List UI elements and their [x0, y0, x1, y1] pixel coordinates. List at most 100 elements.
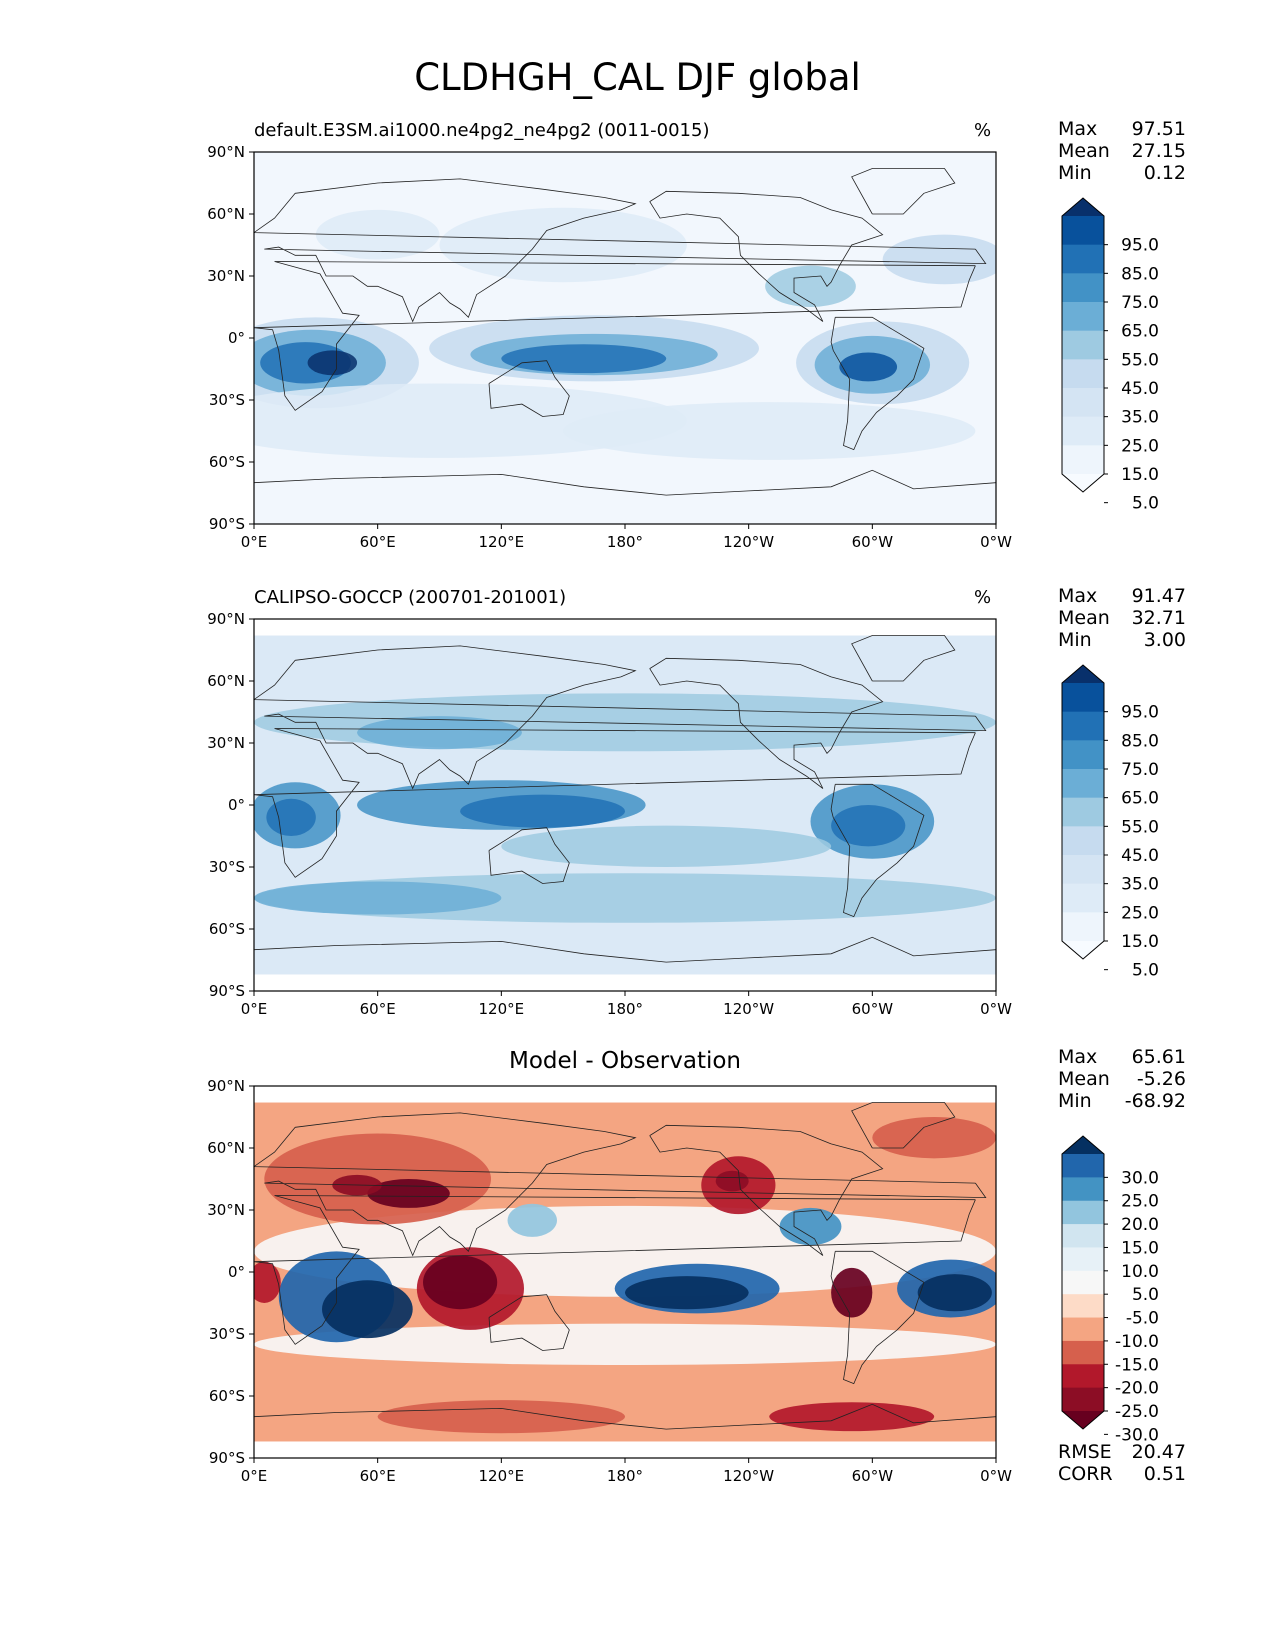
stat-name: Mean: [1058, 1068, 1110, 1090]
y-tick-label: 90°N: [207, 1077, 245, 1095]
coastline: [488, 360, 570, 417]
colorbar-label: 25.0: [1121, 903, 1159, 923]
y-tick-label: 90°S: [209, 1449, 245, 1467]
coastline: [488, 827, 570, 884]
y-tick-label: 30°N: [207, 734, 245, 752]
colorbar-label: -10.0: [1115, 1332, 1159, 1352]
x-tick-label: 180°: [607, 1000, 643, 1018]
x-tick-label: 0°E: [241, 1000, 268, 1018]
coastlines: [254, 1102, 996, 1430]
difference-field-region: [423, 1255, 498, 1310]
difference-field-region: [377, 1400, 625, 1434]
colorbar-label: -30.0: [1115, 1425, 1159, 1445]
colorbar-segment: [1062, 1224, 1104, 1248]
stat-name: CORR: [1058, 1463, 1113, 1485]
y-tick-label: 60°N: [207, 672, 245, 690]
y-tick-label: 90°S: [209, 982, 245, 1000]
y-tick-label: 30°N: [207, 267, 245, 285]
cloud-field-region: [307, 350, 358, 376]
cloud-field-region: [501, 344, 667, 374]
colorbar-label: 5.0: [1132, 961, 1159, 981]
x-tick-label: 120°E: [479, 1000, 525, 1018]
x-tick-label: 180°: [607, 1467, 643, 1485]
colorbar-label: 95.0: [1121, 236, 1159, 256]
x-tick-label: 180°: [607, 533, 643, 551]
stat-name: Max: [1058, 585, 1098, 607]
stat-row: Max 65.61: [1058, 1046, 1186, 1068]
cloud-field-region: [882, 234, 996, 285]
x-tick-label: 120°E: [479, 533, 525, 551]
y-tick-label: 60°N: [207, 1139, 245, 1157]
coastline: [851, 168, 956, 215]
colorbar-label: 95.0: [1121, 703, 1159, 723]
cloud-field-region: [439, 207, 687, 283]
difference-field-region: [322, 1280, 413, 1339]
colorbar-segment: [1062, 1317, 1104, 1342]
colorbar: 95.0 85.0 75.0 65.0 55.0 45.0 35.0 25.0 15.0 5.0: [1061, 197, 1159, 514]
x-tick-label: 0°E: [241, 533, 268, 551]
coastline: [254, 178, 987, 323]
x-tick-label: 60°W: [852, 1000, 894, 1018]
stat-row: Min 0.12: [1058, 162, 1186, 184]
x-tick-label: 60°E: [360, 533, 396, 551]
stat-name: Min: [1058, 629, 1092, 651]
colorbar-extend-top: [1062, 198, 1104, 216]
stat-value: 97.51: [1131, 118, 1186, 140]
colorbar-label: -5.0: [1126, 1309, 1159, 1329]
colorbar-segment: [1062, 855, 1104, 885]
difference-field-region: [831, 1267, 873, 1318]
stat-value: 91.47: [1131, 585, 1186, 607]
colorbar-label: 55.0: [1121, 817, 1159, 837]
stat-row: Mean -5.26: [1058, 1068, 1186, 1090]
y-tick-label: 90°S: [209, 515, 245, 533]
stat-row: Mean 32.71: [1058, 607, 1186, 629]
colorbar-segment: [1062, 797, 1104, 827]
stat-value: 32.71: [1131, 607, 1186, 629]
colorbar-extend-top: [1062, 665, 1104, 683]
colorbar-segment: [1062, 711, 1104, 741]
colorbar-segment: [1062, 359, 1104, 389]
stat-row: CORR 0.51: [1058, 1463, 1186, 1485]
x-tick-label: 120°W: [723, 533, 774, 551]
colorbar-segment: [1062, 1387, 1104, 1412]
difference-field-region: [264, 1133, 492, 1225]
y-tick-label: 30°S: [209, 858, 245, 876]
stats-block: Max 97.51 Mean 27.15 Min 0.12: [1058, 118, 1186, 184]
colorbar-label: 55.0: [1121, 350, 1159, 370]
data-field: [254, 1086, 996, 1458]
colorbar-label: 45.0: [1121, 846, 1159, 866]
stat-name: RMSE: [1058, 1441, 1112, 1463]
coastline: [488, 1294, 570, 1351]
colorbar-label: 35.0: [1121, 875, 1159, 895]
stat-name: Mean: [1058, 140, 1110, 162]
colorbar-segment: [1062, 912, 1104, 942]
colorbar-segment: [1062, 1294, 1104, 1319]
colorbar-segment: [1062, 1154, 1104, 1178]
colorbar-label: 75.0: [1121, 760, 1159, 780]
coastline: [830, 1250, 925, 1385]
stat-name: Min: [1058, 1090, 1092, 1112]
map-plot: 0°E 60°E 120°E 180° 120°W 60°W 0°W 90°N 60°N 30°N…: [207, 610, 1159, 1018]
colorbar-label: 45.0: [1121, 379, 1159, 399]
stat-row: RMSE 20.47: [1058, 1441, 1186, 1463]
difference-field-region: [507, 1203, 557, 1237]
stat-value: -5.26: [1136, 1068, 1186, 1090]
coastline: [254, 261, 976, 411]
colorbar-segment: [1062, 244, 1104, 274]
stat-value: 27.15: [1131, 140, 1186, 162]
y-tick-label: 60°N: [207, 205, 245, 223]
map-plot: 0°E 60°E 120°E 180° 120°W 60°W 0°W 90°N 60°N 30°N…: [207, 143, 1159, 551]
stat-row: Max 91.47: [1058, 585, 1186, 607]
cloud-field-region: [765, 265, 856, 307]
colorbar-extend-bottom: [1062, 941, 1104, 959]
difference-panel: Model - Observation 0°E 60°E 120°E 180° 120°W…: [0, 1046, 1275, 1524]
x-tick-label: 60°E: [360, 1467, 396, 1485]
coastlines: [254, 635, 996, 963]
difference-field-region: [769, 1402, 935, 1432]
coastline: [254, 1195, 976, 1345]
panel-unit: %: [974, 587, 992, 608]
cloud-field-region: [315, 209, 440, 260]
x-tick-label: 120°E: [479, 1467, 525, 1485]
cloud-field-region: [254, 881, 502, 915]
colorbar-segment: [1062, 1177, 1104, 1202]
